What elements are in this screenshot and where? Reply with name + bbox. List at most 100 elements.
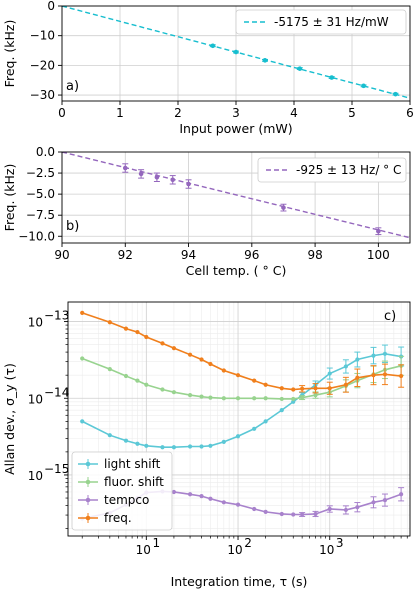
- data-point: [123, 326, 129, 331]
- data-point: [262, 58, 268, 63]
- data-point: [186, 181, 191, 187]
- series-line: [81, 357, 402, 400]
- data-point: [138, 171, 144, 177]
- legend-label: tempco: [104, 493, 149, 507]
- x-axis-label: Integration time, τ (s): [171, 574, 308, 589]
- data-point: [327, 506, 332, 512]
- x-tick-exponent: 2: [244, 536, 252, 550]
- data-point: [144, 443, 149, 448]
- y-tick-label: −5.0: [26, 187, 55, 201]
- y-tick-label: 0: [47, 0, 55, 13]
- data-point: [313, 386, 318, 391]
- data-point: [252, 506, 257, 512]
- data-point: [279, 396, 284, 402]
- data-point: [300, 386, 305, 391]
- data-point: [80, 356, 85, 361]
- legend-marker: [85, 479, 91, 485]
- legend-label: freq.: [104, 511, 132, 525]
- data-point: [221, 439, 226, 444]
- data-point: [135, 441, 140, 446]
- data-point: [313, 392, 318, 398]
- y-tick-label: −2.5: [26, 166, 55, 180]
- data-point: [160, 445, 165, 450]
- data-point: [221, 396, 226, 401]
- x-axis-label: Cell temp. ( ° C): [186, 263, 287, 278]
- y-tick-label: 0.0: [36, 145, 55, 159]
- y-axis-label: Allan dev., σ_y (τ): [2, 363, 17, 475]
- data-point: [343, 382, 348, 387]
- plot-frame: [61, 5, 411, 102]
- panel-label: a): [66, 79, 79, 94]
- x-tick-exponent: 3: [336, 536, 344, 550]
- data-point: [170, 177, 176, 183]
- x-tick-label: 100: [367, 248, 390, 262]
- data-point: [393, 91, 398, 97]
- data-point: [187, 492, 193, 497]
- data-point: [343, 364, 348, 369]
- y-tick-label: −20: [30, 58, 55, 72]
- data-point: [123, 373, 129, 379]
- data-point: [199, 494, 204, 499]
- data-point: [371, 373, 376, 378]
- data-point: [107, 433, 112, 438]
- data-point: [210, 43, 216, 49]
- data-point: [199, 444, 204, 449]
- plot-frame: [61, 151, 411, 244]
- data-point: [279, 386, 284, 391]
- data-point: [187, 444, 193, 449]
- x-tick-label: 2: [174, 106, 182, 120]
- data-point: [355, 357, 360, 362]
- legend-box: [235, 9, 407, 35]
- data-point: [382, 351, 388, 356]
- legend-box: [71, 451, 173, 531]
- data-point: [399, 373, 404, 379]
- legend-marker: [85, 497, 91, 503]
- y-axis-label: Freq. (kHz): [2, 20, 17, 88]
- data-point: [154, 174, 160, 180]
- legend-box: [257, 157, 407, 183]
- x-axis-label: Input power (mW): [179, 121, 292, 136]
- data-point: [297, 66, 303, 71]
- legend-label: -5175 ± 31 Hz/mW: [274, 15, 389, 29]
- data-point: [199, 357, 204, 362]
- x-tick-label: 3: [232, 106, 240, 120]
- data-point: [281, 205, 286, 210]
- data-point: [80, 310, 85, 315]
- legend-label: -925 ± 13 Hz/ ° C: [296, 163, 401, 177]
- data-point: [208, 443, 213, 448]
- y-tick-exponent: −13: [44, 309, 69, 323]
- data-point: [208, 395, 213, 400]
- data-point: [235, 502, 241, 507]
- x-tick-label: 4: [290, 106, 298, 120]
- data-point: [171, 445, 177, 450]
- x-tick-label: 0: [58, 106, 66, 120]
- data-point: [171, 489, 177, 495]
- x-tick-label: 10: [136, 543, 151, 557]
- data-point: [376, 228, 381, 234]
- data-point: [221, 368, 226, 373]
- legend-label: light shift: [104, 457, 161, 471]
- data-point: [171, 390, 177, 395]
- fit-line: [62, 152, 410, 239]
- data-point: [371, 353, 376, 358]
- data-point: [187, 392, 193, 398]
- x-tick-label: 5: [348, 106, 356, 120]
- plot-frame: [67, 301, 411, 537]
- y-tick-label: 10: [28, 469, 43, 483]
- data-point: [135, 329, 140, 335]
- data-point: [199, 394, 204, 399]
- panel-label: c): [384, 309, 396, 324]
- x-tick-label: 10: [319, 543, 334, 557]
- data-point: [252, 396, 257, 401]
- legend-marker: [85, 515, 91, 521]
- data-point: [382, 498, 388, 503]
- data-point: [291, 387, 296, 392]
- series-line: [81, 352, 402, 449]
- y-tick-label: −10: [30, 29, 55, 43]
- data-point: [123, 438, 129, 443]
- data-point: [160, 341, 165, 346]
- panel-label: b): [66, 219, 79, 234]
- data-point: [235, 434, 241, 439]
- data-point: [171, 346, 177, 351]
